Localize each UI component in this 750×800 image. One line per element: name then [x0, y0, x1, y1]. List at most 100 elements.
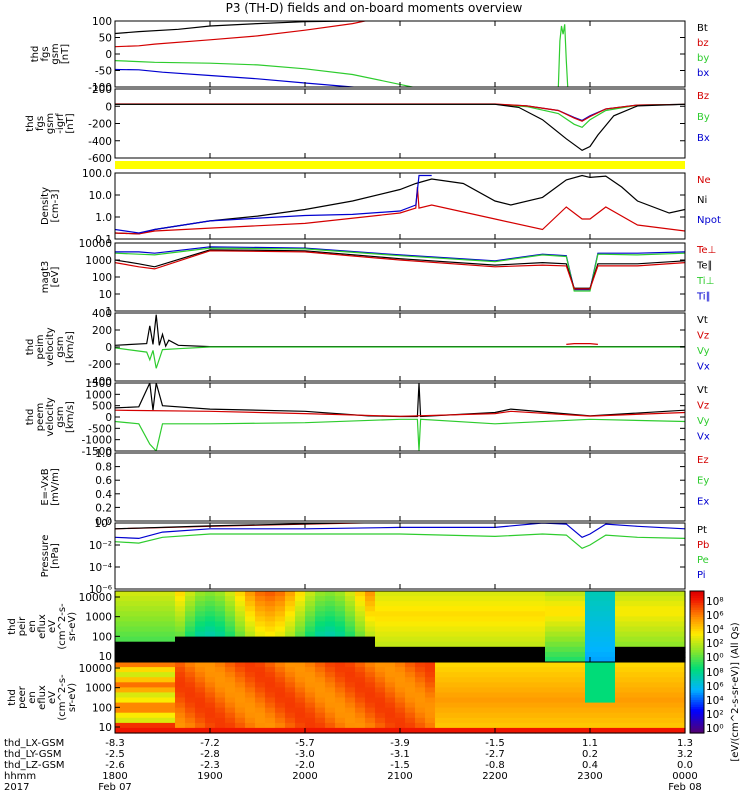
spectrogram-cell — [355, 621, 366, 628]
spectrogram-cell — [115, 717, 126, 724]
spectrogram-cell — [645, 677, 656, 683]
spectrogram-cell — [295, 616, 306, 623]
spectrogram-cell — [175, 591, 186, 597]
spectrogram-cell — [215, 722, 226, 729]
spectrogram-cell — [415, 697, 426, 704]
y-label-line: eflux — [37, 685, 48, 710]
y-tick-label: -200 — [88, 359, 112, 371]
spectrogram-cell — [455, 601, 466, 607]
spectrogram-cell — [255, 677, 266, 683]
spectrogram-cell — [355, 606, 366, 612]
y-label-line: thd — [7, 618, 18, 635]
spectrogram-cell — [595, 641, 606, 648]
legend-entry: Npot — [697, 215, 721, 226]
spectrogram-cell — [595, 687, 606, 694]
colorbar-step — [690, 614, 704, 618]
spectrogram-cell — [245, 606, 256, 612]
spectrogram-cell — [125, 601, 136, 607]
spectrogram-cell — [595, 606, 606, 612]
spectrogram-cell — [515, 677, 526, 683]
spectrogram-cell — [245, 667, 256, 673]
spectrogram-cell — [255, 591, 266, 597]
series-line-fgs_igrf-3 — [115, 103, 685, 151]
spectrogram-cell — [205, 611, 216, 617]
spectrogram-cell — [195, 631, 206, 638]
spectrogram-cell — [245, 601, 256, 607]
spectrogram-cell — [655, 667, 666, 673]
spectrogram-cell — [355, 682, 366, 688]
spectrogram-cell — [245, 677, 256, 683]
spectrogram-cell — [285, 646, 296, 653]
spectrogram-cell — [415, 722, 426, 729]
spectrogram-cell — [585, 697, 596, 704]
x-tick-label: -3.9 — [390, 738, 410, 749]
spectrogram-cell — [195, 677, 206, 683]
spectrogram-cell — [305, 616, 316, 623]
spectrogram-cell — [345, 651, 356, 658]
spectrogram-cell — [295, 692, 306, 699]
spectrogram-cell — [505, 656, 516, 663]
y-axis-label: thdpeemvelocitygsm[km/s] — [25, 397, 76, 436]
spectrogram-cell — [305, 636, 316, 643]
colorbar-tick-label: 10⁸ — [706, 596, 724, 608]
y-tick-label: 100 — [92, 16, 112, 28]
spectrogram-cell — [595, 636, 606, 643]
colorbar-step — [690, 617, 704, 620]
spectrogram-cell — [225, 677, 236, 683]
spectrogram-cell — [465, 626, 476, 633]
spectrogram-cell — [285, 616, 296, 623]
spectrogram-cell — [175, 697, 186, 704]
spectrogram-cell — [595, 631, 606, 638]
spectrogram-cell — [455, 616, 466, 623]
colorbar-label: [eV/(cm^2-s-sr-eV)] (All Qs) — [730, 622, 741, 761]
spectrogram-cell — [385, 601, 396, 607]
spectrogram-cell — [645, 667, 656, 673]
spectrogram-cell — [475, 687, 486, 694]
spectrogram-cell — [595, 697, 606, 704]
spectrogram-cell — [315, 672, 326, 678]
spectrogram-cell — [615, 672, 626, 678]
spectrogram-cell — [195, 687, 206, 694]
spectrogram-cell — [525, 636, 536, 643]
spectrogram-cell — [385, 717, 396, 724]
spectrogram-cell — [505, 601, 516, 607]
spectrogram-cell — [295, 636, 306, 643]
spectrogram-cell — [675, 626, 686, 633]
spectrogram-cell — [295, 707, 306, 714]
x-row-label: thd_LZ-GSM — [4, 760, 65, 771]
spectrogram-cell — [185, 702, 196, 709]
spectrogram-cell — [355, 722, 366, 729]
spectrogram-cell — [335, 596, 346, 602]
legend-entry: Ni — [697, 195, 707, 206]
spectrogram-cell — [295, 717, 306, 724]
spectrogram-cell — [415, 641, 426, 648]
spectrogram-cell — [275, 717, 286, 724]
spectrogram-cell — [615, 631, 626, 638]
spectrogram-cell — [495, 727, 506, 734]
spectrogram-cell — [205, 636, 216, 643]
spectrogram-cell — [405, 591, 416, 597]
y-label-line: sr-eV) — [67, 683, 78, 712]
spectrogram-cell — [205, 601, 216, 607]
spectrogram-cell — [135, 651, 146, 658]
spectrogram-cell — [415, 611, 426, 617]
x-tick-label: -2.6 — [105, 760, 125, 771]
colorbar-step — [690, 709, 704, 713]
spectrogram-cell — [495, 677, 506, 683]
spectrogram-cell — [295, 601, 306, 607]
spectrogram-cell — [525, 656, 536, 663]
colorbar-step — [690, 657, 704, 661]
spectrogram-cell — [615, 697, 626, 704]
spectrogram-cell — [585, 687, 596, 694]
spectrogram-cell — [425, 646, 436, 653]
spectrogram-cell — [375, 697, 386, 704]
spectrogram-cell — [375, 672, 386, 678]
spectrogram-cell — [635, 722, 646, 729]
y-label-line: [eV] — [50, 267, 61, 288]
spectrogram-cell — [645, 651, 656, 658]
spectrogram-cell — [625, 646, 636, 653]
spectrogram-cell — [125, 697, 136, 704]
spectrogram-cell — [445, 702, 456, 709]
spectrogram-cell — [415, 636, 426, 643]
